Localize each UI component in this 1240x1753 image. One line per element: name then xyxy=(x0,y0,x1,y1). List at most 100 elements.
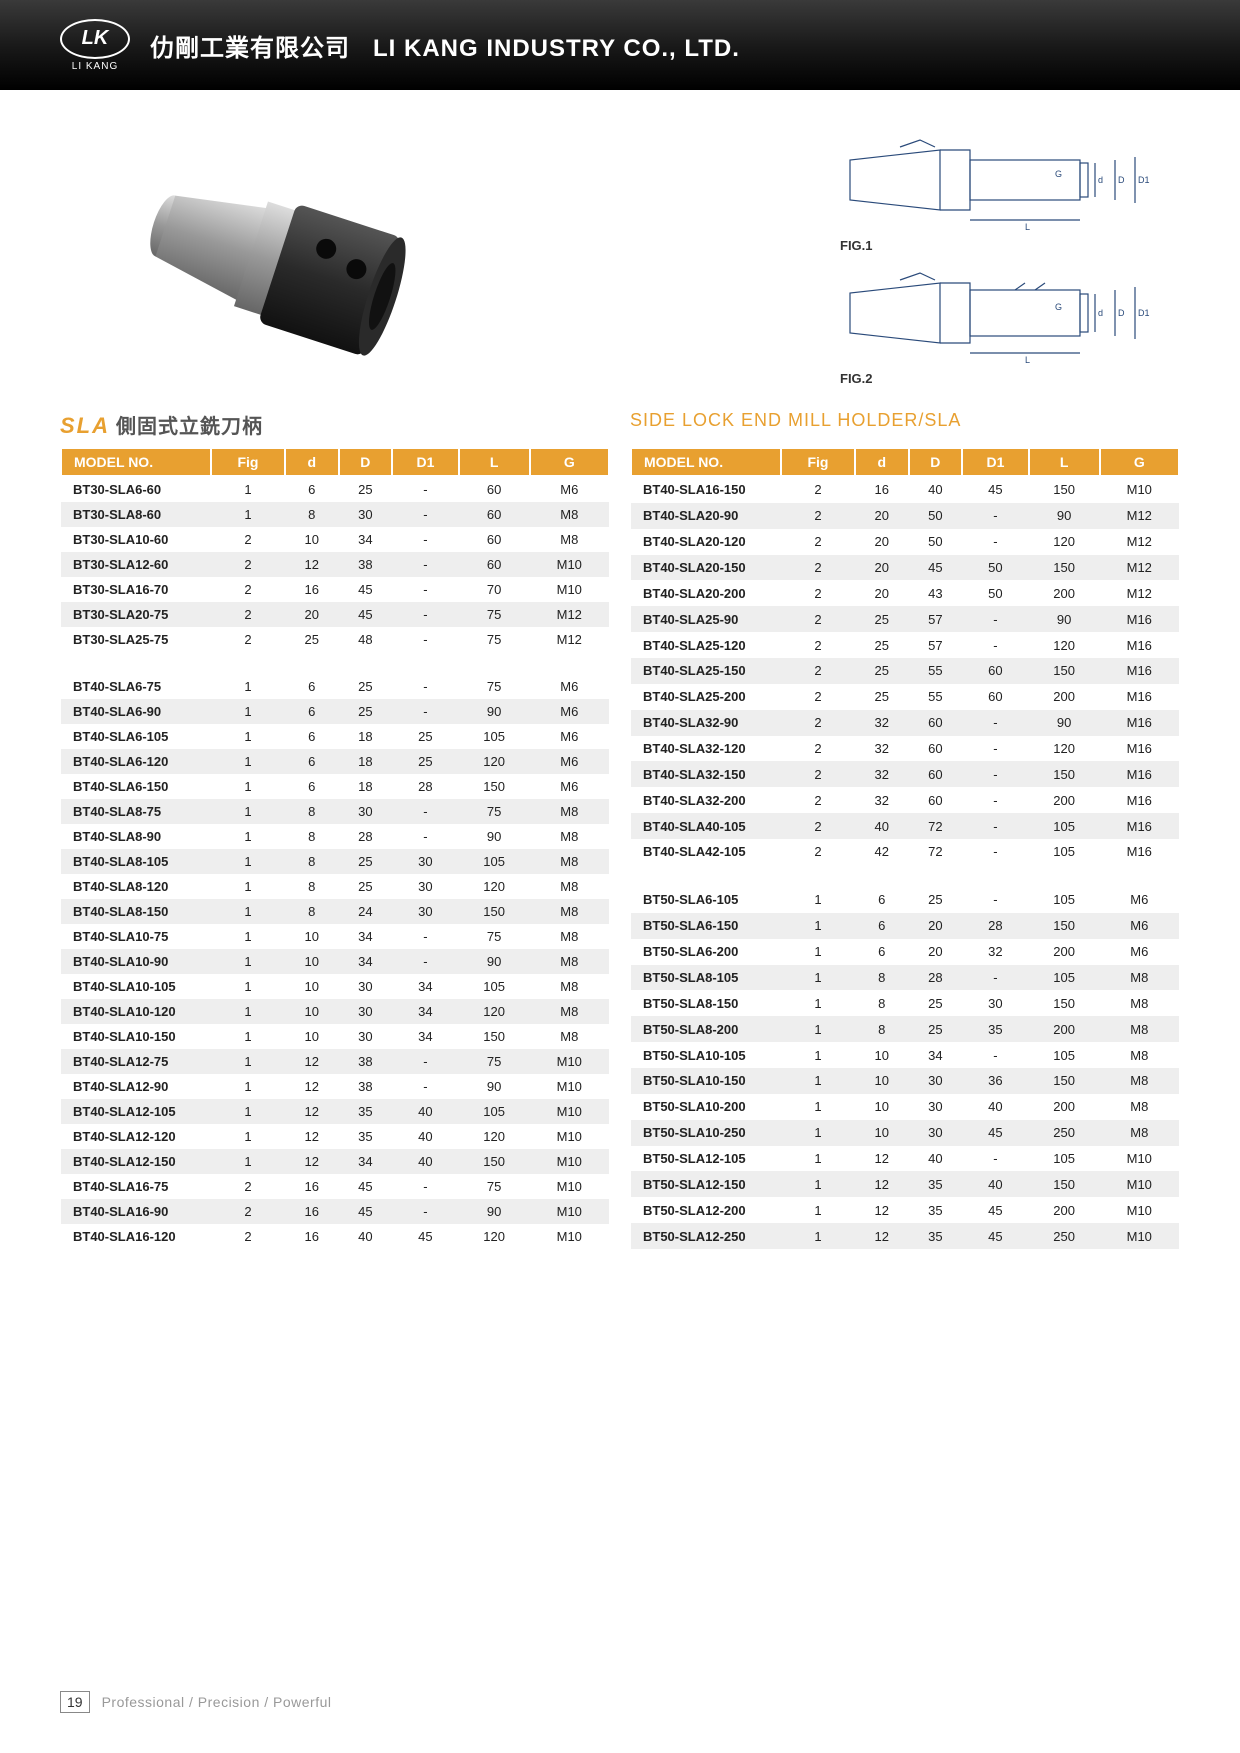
table-cell: 2 xyxy=(781,632,855,658)
table-cell: 30 xyxy=(339,799,393,824)
table-cell: 12 xyxy=(285,1099,339,1124)
column-header: D xyxy=(339,448,393,476)
table-cell: 2 xyxy=(781,839,855,865)
svg-text:d: d xyxy=(1098,308,1103,318)
column-header: L xyxy=(1029,448,1100,476)
table-cell: M12 xyxy=(1100,529,1179,555)
table-cell: 2 xyxy=(781,787,855,813)
table-cell: M8 xyxy=(530,874,609,899)
table-cell: 1 xyxy=(781,939,855,965)
spec-table-right: MODEL NO.FigdDD1LG BT40-SLA16-1502164045… xyxy=(630,447,1180,1249)
table-cell: 34 xyxy=(392,999,459,1024)
table-cell: 2 xyxy=(781,529,855,555)
table-cell: 43 xyxy=(909,580,963,606)
tables-container: MODEL NO.FigdDD1LG BT30-SLA6-601625-60M6… xyxy=(60,447,1180,1249)
table-cell: 40 xyxy=(909,476,963,503)
page-number: 19 xyxy=(60,1691,90,1713)
table-cell: 6 xyxy=(855,913,909,939)
table-cell: 42 xyxy=(855,839,909,865)
table-cell: M12 xyxy=(1100,503,1179,529)
table-cell: 30 xyxy=(962,990,1029,1016)
table-cell: 25 xyxy=(855,684,909,710)
table-cell: BT40-SLA42-105 xyxy=(631,839,781,865)
table-row: BT40-SLA32-20023260-200M16 xyxy=(631,787,1179,813)
table-cell: 12 xyxy=(285,1049,339,1074)
table-cell: 34 xyxy=(339,1149,393,1174)
table-row: BT40-SLA10-1501103034150M8 xyxy=(61,1024,609,1049)
table-cell: 1 xyxy=(211,999,285,1024)
table-cell: 28 xyxy=(339,824,393,849)
table-cell: - xyxy=(392,1199,459,1224)
table-row: BT40-SLA12-1201123540120M10 xyxy=(61,1124,609,1149)
column-header: MODEL NO. xyxy=(61,448,211,476)
table-row: BT40-SLA25-9022557-90M16 xyxy=(631,606,1179,632)
table-cell: 45 xyxy=(339,577,393,602)
table-cell: M12 xyxy=(530,627,609,652)
table-cell: BT50-SLA10-250 xyxy=(631,1120,781,1146)
table-cell: 60 xyxy=(909,736,963,762)
company-name: 仂剛工業有限公司 LI KANG INDUSTRY CO., LTD. xyxy=(150,28,740,63)
table-cell: 150 xyxy=(1029,990,1100,1016)
table-cell: BT50-SLA12-150 xyxy=(631,1171,781,1197)
table-cell: 25 xyxy=(855,606,909,632)
table-cell: BT40-SLA20-90 xyxy=(631,503,781,529)
table-cell: 150 xyxy=(459,1149,530,1174)
table-cell: M10 xyxy=(530,552,609,577)
table-cell: M8 xyxy=(1100,1016,1179,1042)
table-cell: BT40-SLA25-200 xyxy=(631,684,781,710)
table-cell: 72 xyxy=(909,839,963,865)
table-cell: M6 xyxy=(530,674,609,699)
table-cell: 105 xyxy=(1029,1042,1100,1068)
column-header: MODEL NO. xyxy=(631,448,781,476)
table-cell: - xyxy=(392,476,459,502)
table-cell: 40 xyxy=(962,1094,1029,1120)
table-cell: M8 xyxy=(530,527,609,552)
table-cell: BT50-SLA12-200 xyxy=(631,1197,781,1223)
table-cell: 45 xyxy=(392,1224,459,1249)
table-cell: M12 xyxy=(1100,580,1179,606)
svg-text:D1: D1 xyxy=(1138,308,1150,318)
table-cell: 1 xyxy=(211,724,285,749)
table-cell: - xyxy=(962,761,1029,787)
table-cell: BT40-SLA10-105 xyxy=(61,974,211,999)
table-cell: 2 xyxy=(781,813,855,839)
table-cell: 1 xyxy=(781,913,855,939)
table-row: BT40-SLA8-751830-75M8 xyxy=(61,799,609,824)
table-cell: 1 xyxy=(211,476,285,502)
table-cell: 1 xyxy=(211,699,285,724)
table-cell: BT40-SLA32-120 xyxy=(631,736,781,762)
table-row: BT40-SLA16-7521645-75M10 xyxy=(61,1174,609,1199)
table-cell: 12 xyxy=(285,1124,339,1149)
column-header: d xyxy=(855,448,909,476)
table-cell: BT40-SLA16-150 xyxy=(631,476,781,503)
table-cell: M16 xyxy=(1100,813,1179,839)
table-cell: 45 xyxy=(962,476,1029,503)
table-cell: 75 xyxy=(459,602,530,627)
table-cell: BT40-SLA20-200 xyxy=(631,580,781,606)
table-cell: 8 xyxy=(285,899,339,924)
technical-diagrams: L G d D D1 FIG.1 xyxy=(840,130,1180,390)
table-cell: 28 xyxy=(392,774,459,799)
column-header: G xyxy=(530,448,609,476)
table-cell: 30 xyxy=(339,502,393,527)
table-cell: - xyxy=(962,632,1029,658)
table-cell: - xyxy=(962,1146,1029,1172)
table-cell: BT40-SLA25-90 xyxy=(631,606,781,632)
table-cell: M8 xyxy=(1100,1068,1179,1094)
table-row: BT30-SLA25-7522548-75M12 xyxy=(61,627,609,652)
fig1-label: FIG.1 xyxy=(840,238,1180,253)
table-cell: 72 xyxy=(909,813,963,839)
table-cell: 35 xyxy=(909,1223,963,1249)
table-cell: BT50-SLA6-200 xyxy=(631,939,781,965)
table-row: BT50-SLA6-200162032200M6 xyxy=(631,939,1179,965)
table-cell: M6 xyxy=(530,699,609,724)
table-row: BT40-SLA32-12023260-120M16 xyxy=(631,736,1179,762)
table-cell: 8 xyxy=(285,874,339,899)
table-cell: M10 xyxy=(1100,1223,1179,1249)
table-cell: 105 xyxy=(459,974,530,999)
table-cell: BT50-SLA10-150 xyxy=(631,1068,781,1094)
table-cell: BT40-SLA25-150 xyxy=(631,658,781,684)
table-cell: 38 xyxy=(339,1074,393,1099)
table-cell: 250 xyxy=(1029,1223,1100,1249)
table-cell: M6 xyxy=(1100,939,1179,965)
